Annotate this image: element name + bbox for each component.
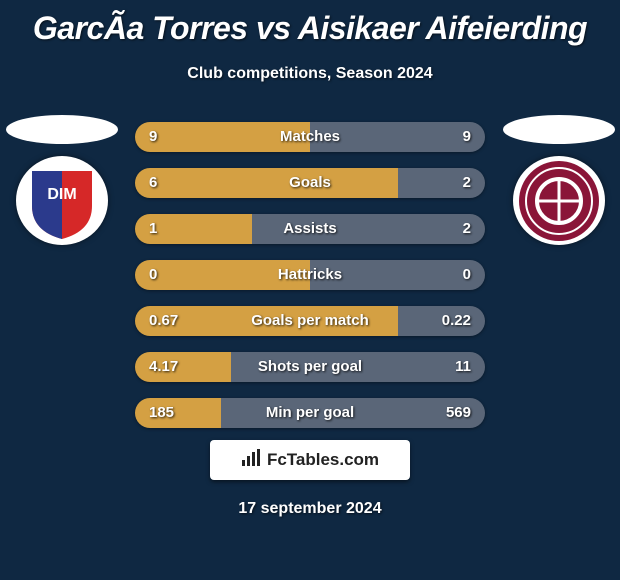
stat-label: Hattricks — [135, 260, 485, 290]
stat-row: Matches9 9 — [135, 122, 485, 152]
stat-label: Assists — [135, 214, 485, 244]
stat-row: Hattricks0 0 — [135, 260, 485, 290]
footer-date: 17 september 2024 — [0, 500, 620, 518]
comparison-subtitle: Club competitions, Season 2024 — [0, 65, 620, 83]
stat-value-right: 0 — [463, 260, 471, 290]
source-badge: FcTables.com — [210, 440, 410, 480]
stat-value-left: 6 — [149, 168, 157, 198]
svg-text:DIM: DIM — [47, 186, 76, 203]
stat-label: Goals — [135, 168, 485, 198]
stat-value-left: 0.67 — [149, 306, 178, 336]
stat-value-right: 2 — [463, 168, 471, 198]
comparison-title: GarcÃ­a Torres vs Aisikaer Aifeierding — [0, 0, 620, 47]
crest-badge-left: DIM — [16, 156, 108, 245]
stat-value-left: 4.17 — [149, 352, 178, 382]
stat-row: Min per goal185 569 — [135, 398, 485, 428]
stat-value-right: 2 — [463, 214, 471, 244]
team-logo-right-icon — [517, 159, 601, 243]
stat-value-left: 185 — [149, 398, 174, 428]
source-badge-text: FcTables.com — [267, 450, 379, 470]
stat-row: Goals per match0.67 0.22 — [135, 306, 485, 336]
player-left-crest: DIM — [4, 115, 119, 245]
stat-row: Shots per goal4.17 11 — [135, 352, 485, 382]
stat-row: Assists1 2 — [135, 214, 485, 244]
stat-value-right: 9 — [463, 122, 471, 152]
stat-value-left: 0 — [149, 260, 157, 290]
crest-shadow-left — [6, 115, 118, 144]
team-logo-left-icon: DIM — [22, 161, 102, 241]
stat-label: Matches — [135, 122, 485, 152]
chart-icon — [241, 449, 261, 472]
crest-shadow-right — [503, 115, 615, 144]
player-right-crest — [501, 115, 616, 245]
stat-label: Min per goal — [135, 398, 485, 428]
stat-value-left: 1 — [149, 214, 157, 244]
stat-label: Goals per match — [135, 306, 485, 336]
stat-value-right: 0.22 — [442, 306, 471, 336]
stat-value-right: 569 — [446, 398, 471, 428]
stat-value-left: 9 — [149, 122, 157, 152]
crest-badge-right — [513, 156, 605, 245]
stat-row: Goals6 2 — [135, 168, 485, 198]
stat-value-right: 11 — [455, 352, 471, 382]
stat-label: Shots per goal — [135, 352, 485, 382]
stats-container: Matches99Goals62Assists12Hattricks00Goal… — [135, 122, 485, 444]
